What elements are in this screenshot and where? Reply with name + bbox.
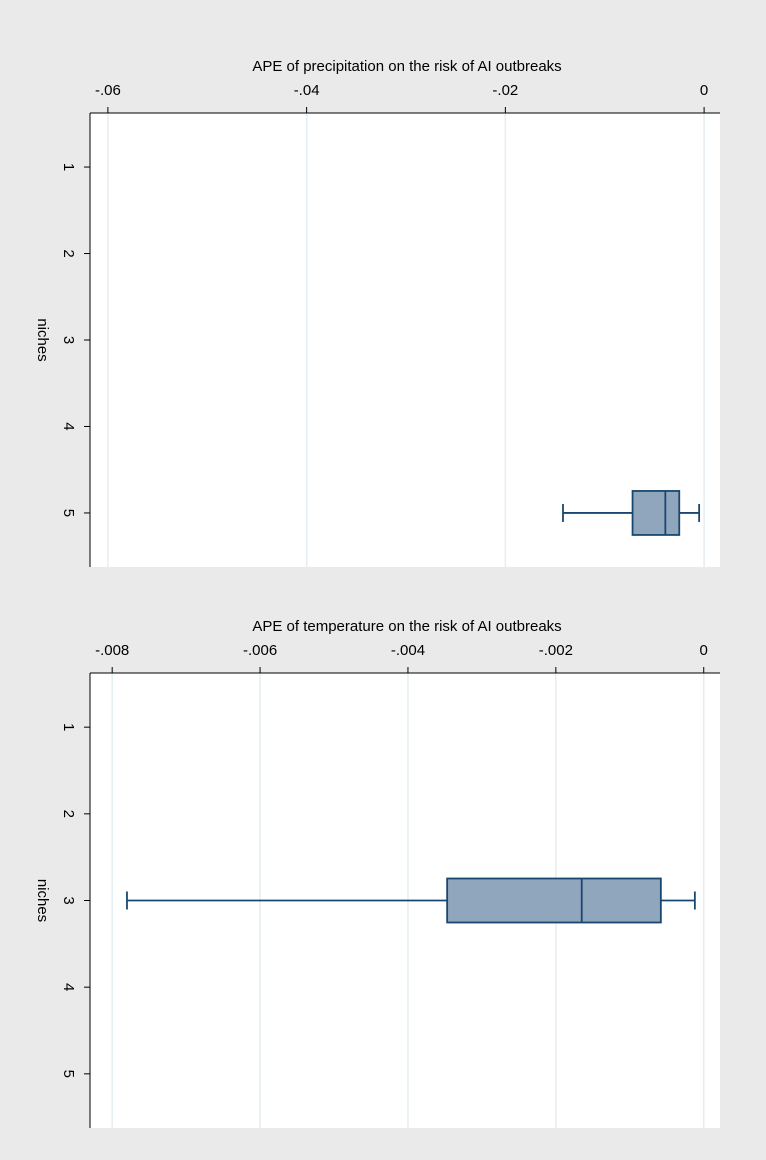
y-tick-label: 5 [60,509,77,517]
y-tick-label: 4 [60,422,77,430]
x-tick-label: -.004 [391,642,425,659]
y-tick-label: 3 [60,896,77,904]
y-tick-label: 5 [60,1070,77,1078]
y-tick-label: 1 [60,723,77,731]
chart-title: APE of temperature on the risk of AI out… [252,618,561,635]
y-tick-label: 1 [60,163,77,171]
panel: APE of precipitation on the risk of AI o… [34,58,720,567]
y-tick-label: 2 [60,810,77,818]
x-tick-label: -.006 [243,642,277,659]
y-axis-label: niches [34,879,51,922]
y-tick-label: 4 [60,983,77,991]
chart-title: APE of precipitation on the risk of AI o… [252,58,561,75]
y-axis-label: niches [34,318,51,361]
x-tick-label: -.02 [492,82,518,99]
x-tick-label: -.002 [539,642,573,659]
box [631,490,681,536]
x-tick-label: 0 [700,642,708,659]
y-tick-label: 2 [60,249,77,257]
box [446,877,662,924]
y-tick-label: 3 [60,336,77,344]
x-tick-label: -.06 [95,82,121,99]
x-tick-label: -.008 [95,642,129,659]
x-tick-label: -.04 [294,82,320,99]
panel: APE of temperature on the risk of AI out… [34,618,720,1128]
x-tick-label: 0 [700,82,708,99]
plot-area [90,113,720,567]
